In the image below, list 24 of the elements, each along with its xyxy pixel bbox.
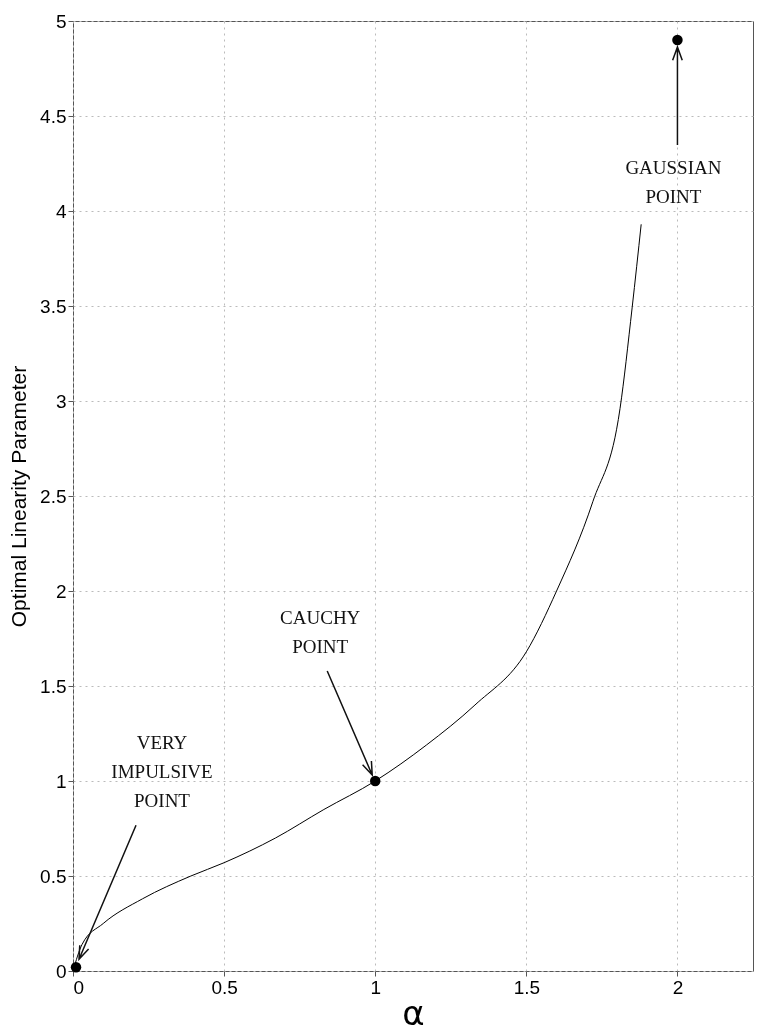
y-tick-label: 5	[55, 10, 67, 32]
x-tick-label: 1	[370, 976, 382, 998]
y-tick-label: 4.5	[40, 105, 67, 127]
x-tick-label: 2	[672, 976, 684, 998]
point	[369, 775, 381, 787]
y-tick-label: 2	[55, 580, 67, 602]
annotation: VERY IMPULSIVE POINT	[111, 732, 213, 812]
y-tick-label: 3.5	[40, 295, 67, 317]
y-tick-label: 4	[55, 200, 67, 222]
point	[672, 34, 683, 46]
annotation: CAUCHY POINT	[280, 607, 361, 657]
y-tick-label: 0	[55, 960, 67, 982]
y-tick-label: 1.5	[40, 675, 67, 697]
x-axis-title: α	[402, 992, 425, 1028]
y-tick-label: 3	[55, 390, 67, 412]
y-tick-label: 1	[55, 770, 67, 792]
annotation: GAUSSIAN POINT	[625, 157, 722, 207]
point	[70, 961, 82, 973]
x-tick-label: 0	[73, 976, 85, 998]
y-axis-title: Optimal Linearity Parameter	[7, 365, 31, 628]
x-tick-label: 0.5	[211, 976, 238, 998]
x-tick-label: 1.5	[513, 976, 541, 998]
y-tick-label: 2.5	[40, 485, 67, 507]
y-tick-label: 0.5	[40, 865, 67, 887]
